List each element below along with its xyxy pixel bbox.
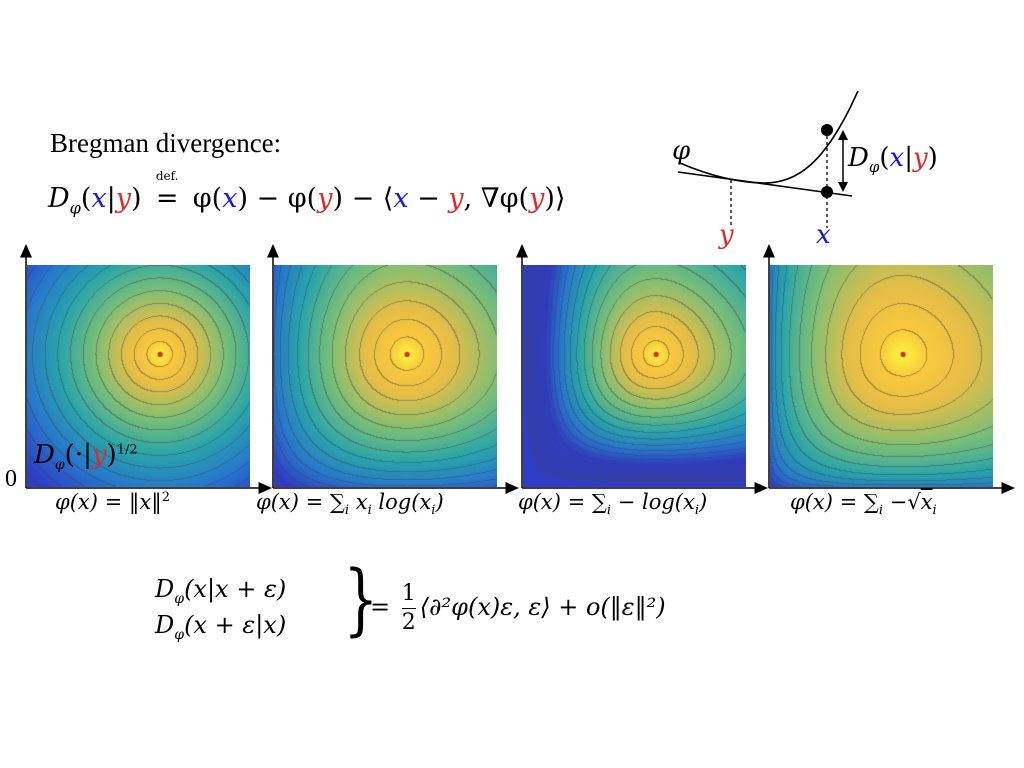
panel1-divergence-label: Dφ(·|y)1/2 bbox=[34, 440, 138, 474]
curve-point bbox=[821, 124, 833, 136]
divergence-label: Dφ(x|y) bbox=[848, 143, 938, 177]
panel-neg-sqrt bbox=[770, 265, 993, 487]
convex-function-inset bbox=[677, 90, 859, 228]
contour-map-squared-norm bbox=[27, 265, 250, 487]
axes-1 bbox=[20, 244, 272, 494]
contour-map-entropy bbox=[274, 265, 497, 487]
axes-4 bbox=[763, 244, 1015, 494]
tangent-point bbox=[821, 186, 833, 198]
axes-2 bbox=[267, 244, 519, 494]
defeq-symbol: def. = bbox=[155, 169, 179, 214]
caption-entropy: φ(x) = ∑i xi log(xi) bbox=[256, 490, 444, 519]
taylor-line-2: Dφ(x + ε|x) bbox=[155, 611, 287, 643]
brace: } bbox=[343, 555, 379, 645]
phi-label: φ bbox=[672, 136, 691, 166]
contour-map-neg-log bbox=[523, 265, 746, 487]
caption-neg-sqrt: φ(x) = ∑i −√xi bbox=[790, 490, 937, 519]
axes-3 bbox=[516, 244, 768, 494]
caption-squared-norm: φ(x) = ‖x‖2 bbox=[55, 490, 171, 514]
x-label: x bbox=[816, 220, 831, 250]
origin-label: 0 bbox=[5, 466, 17, 492]
contour-map-neg-sqrt bbox=[770, 265, 993, 487]
panel-neg-log bbox=[523, 265, 746, 487]
caption-neg-log: φ(x) = ∑i − log(xi) bbox=[518, 490, 708, 519]
phi-curve bbox=[679, 90, 859, 184]
panel-entropy bbox=[274, 265, 497, 487]
panel-squared-norm bbox=[27, 265, 250, 487]
y-label: y bbox=[719, 220, 734, 250]
taylor-line-1: Dφ(x|x + ε) bbox=[155, 575, 287, 607]
definition-formula: Dφ(x|y) def. = φ(x) − φ(y) − ⟨x − y, ∇φ(y… bbox=[48, 169, 566, 218]
title: Bregman divergence: bbox=[50, 128, 282, 158]
taylor-rhs: = 1 2 ⟨∂²φ(x)ε, ε⟩ + o(‖ε‖²) bbox=[370, 581, 666, 635]
